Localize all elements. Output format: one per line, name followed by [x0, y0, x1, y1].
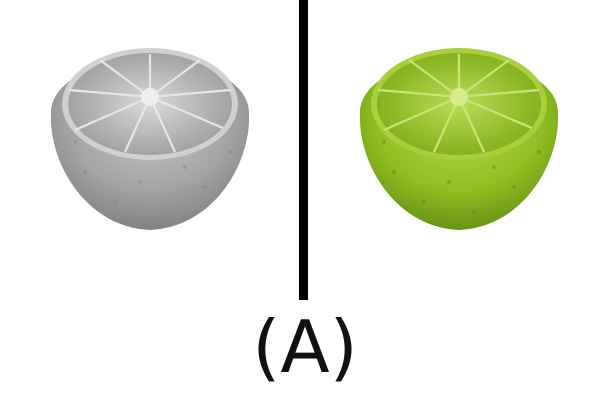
grayscale-lime-half-icon — [50, 48, 250, 230]
green-lime-half-icon — [359, 48, 559, 230]
vertical-divider — [299, 0, 308, 300]
figure-caption: (A) — [252, 305, 358, 389]
